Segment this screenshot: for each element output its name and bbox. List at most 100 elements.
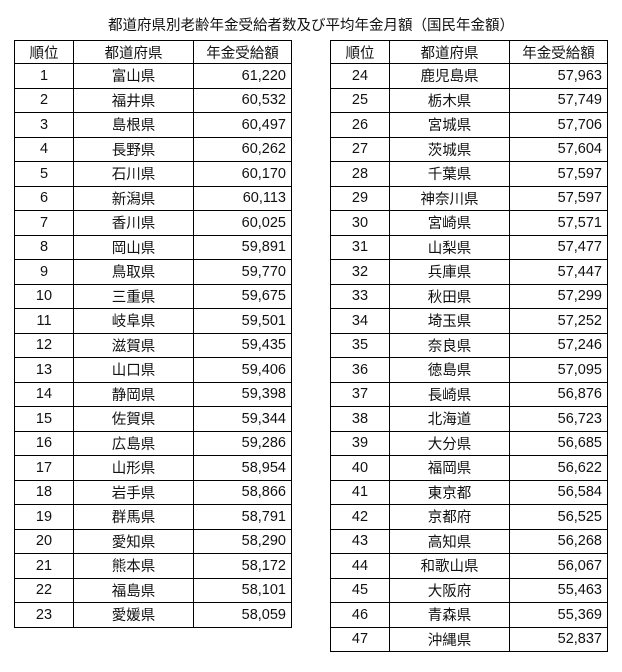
amount-cell: 56,723 (509, 406, 608, 432)
prefecture-cell: 鳥取県 (73, 259, 194, 285)
rank-cell: 34 (330, 308, 390, 334)
prefecture-cell: 長崎県 (389, 381, 510, 407)
table-row: 30 宮崎県 57,571 (330, 210, 608, 236)
prefecture-cell: 石川県 (73, 161, 194, 187)
rank-cell: 41 (330, 479, 390, 505)
prefecture-cell: 茨城県 (389, 136, 510, 162)
amount-cell: 60,113 (193, 185, 292, 211)
prefecture-cell: 愛媛県 (73, 602, 194, 628)
table-row: 43 高知県 56,268 (330, 528, 608, 554)
prefecture-cell: 北海道 (389, 406, 510, 432)
prefecture-cell: 千葉県 (389, 161, 510, 187)
rank-cell: 38 (330, 406, 390, 432)
prefecture-cell: 長野県 (73, 136, 194, 162)
prefecture-cell: 香川県 (73, 210, 194, 236)
amount-cell: 57,447 (509, 259, 608, 285)
header-rank: 順位 (330, 40, 390, 64)
rank-cell: 39 (330, 430, 390, 456)
header-prefecture: 都道府県 (73, 40, 194, 64)
prefecture-cell: 宮崎県 (389, 210, 510, 236)
rank-cell: 8 (14, 234, 74, 260)
table-row: 11 岐阜県 59,501 (14, 308, 292, 334)
rank-cell: 47 (330, 626, 390, 652)
table-row: 38 北海道 56,723 (330, 406, 608, 432)
prefecture-cell: 岩手県 (73, 479, 194, 505)
rank-cell: 40 (330, 455, 390, 481)
table-row: 22 福島県 58,101 (14, 577, 292, 603)
table-row: 41 東京都 56,584 (330, 479, 608, 505)
prefecture-cell: 沖縄県 (389, 626, 510, 652)
table-row: 39 大分県 56,685 (330, 430, 608, 456)
prefecture-cell: 島根県 (73, 112, 194, 138)
table-row: 1 富山県 61,220 (14, 63, 292, 89)
rank-cell: 21 (14, 553, 74, 579)
rank-cell: 25 (330, 87, 390, 113)
rank-cell: 44 (330, 553, 390, 579)
prefecture-cell: 山形県 (73, 455, 194, 481)
table-row: 40 福岡県 56,622 (330, 455, 608, 481)
prefecture-cell: 神奈川県 (389, 185, 510, 211)
rank-cell: 13 (14, 357, 74, 383)
table-row: 47 沖縄県 52,837 (330, 626, 608, 652)
rank-cell: 12 (14, 332, 74, 358)
amount-cell: 58,866 (193, 479, 292, 505)
table-row: 21 熊本県 58,172 (14, 553, 292, 579)
header-prefecture: 都道府県 (389, 40, 510, 64)
table-row: 26 宮城県 57,706 (330, 112, 608, 138)
amount-cell: 59,891 (193, 234, 292, 260)
rank-cell: 1 (14, 63, 74, 89)
amount-cell: 59,286 (193, 430, 292, 456)
prefecture-cell: 滋賀県 (73, 332, 194, 358)
prefecture-cell: 青森県 (389, 602, 510, 628)
prefecture-cell: 富山県 (73, 63, 194, 89)
table-row: 45 大阪府 55,463 (330, 577, 608, 603)
amount-cell: 59,675 (193, 283, 292, 309)
table-row: 6 新潟県 60,113 (14, 185, 292, 211)
amount-cell: 56,584 (509, 479, 608, 505)
ranking-table-right: 順位 都道府県 年金受給額 24 鹿児島県 57,963 25 栃木県 57,749 26 宮… (330, 40, 608, 652)
amount-cell: 60,497 (193, 112, 292, 138)
amount-cell: 56,685 (509, 430, 608, 456)
amount-cell: 58,791 (193, 504, 292, 530)
table-row: 13 山口県 59,406 (14, 357, 292, 383)
rank-cell: 32 (330, 259, 390, 285)
amount-cell: 52,837 (509, 626, 608, 652)
table-row: 12 滋賀県 59,435 (14, 332, 292, 358)
amount-cell: 57,963 (509, 63, 608, 89)
table-row: 37 長崎県 56,876 (330, 381, 608, 407)
rank-cell: 22 (14, 577, 74, 603)
amount-cell: 56,268 (509, 528, 608, 554)
prefecture-cell: 兵庫県 (389, 259, 510, 285)
table-row: 42 京都府 56,525 (330, 504, 608, 530)
amount-cell: 57,749 (509, 87, 608, 113)
table-row: 4 長野県 60,262 (14, 136, 292, 162)
amount-cell: 57,597 (509, 161, 608, 187)
amount-cell: 60,170 (193, 161, 292, 187)
prefecture-cell: 大阪府 (389, 577, 510, 603)
table-row: 29 神奈川県 57,597 (330, 185, 608, 211)
rank-cell: 24 (330, 63, 390, 89)
amount-cell: 56,067 (509, 553, 608, 579)
amount-cell: 57,477 (509, 234, 608, 260)
prefecture-cell: 岡山県 (73, 234, 194, 260)
table-row: 20 愛知県 58,290 (14, 528, 292, 554)
rank-cell: 3 (14, 112, 74, 138)
amount-cell: 57,252 (509, 308, 608, 334)
table-header: 順位 都道府県 年金受給額 (14, 40, 292, 64)
table-row: 25 栃木県 57,749 (330, 87, 608, 113)
amount-cell: 58,290 (193, 528, 292, 554)
table-row: 27 茨城県 57,604 (330, 136, 608, 162)
rank-cell: 19 (14, 504, 74, 530)
table-row: 5 石川県 60,170 (14, 161, 292, 187)
rank-cell: 11 (14, 308, 74, 334)
rank-cell: 20 (14, 528, 74, 554)
amount-cell: 61,220 (193, 63, 292, 89)
table-row: 31 山梨県 57,477 (330, 234, 608, 260)
rank-cell: 46 (330, 602, 390, 628)
prefecture-cell: 秋田県 (389, 283, 510, 309)
rank-cell: 29 (330, 185, 390, 211)
amount-cell: 60,262 (193, 136, 292, 162)
amount-cell: 57,246 (509, 332, 608, 358)
amount-cell: 60,532 (193, 87, 292, 113)
prefecture-cell: 群馬県 (73, 504, 194, 530)
